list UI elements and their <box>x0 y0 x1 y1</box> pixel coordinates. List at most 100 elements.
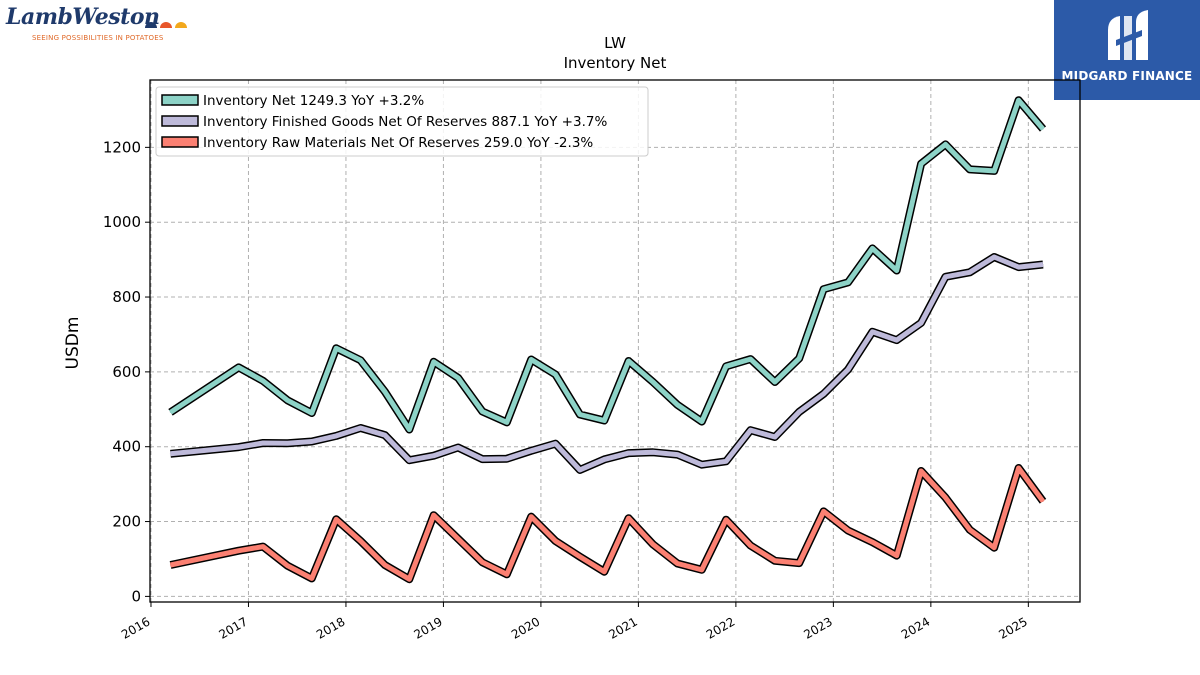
x-tick-label: 2023 <box>801 614 834 641</box>
data-point <box>554 443 557 445</box>
data-point <box>384 564 386 566</box>
data-point <box>506 421 508 423</box>
data-point <box>408 459 410 461</box>
x-tick-label: 2019 <box>411 614 444 641</box>
data-point <box>1042 500 1044 502</box>
data-point <box>359 359 362 361</box>
data-point <box>554 373 557 376</box>
data-point <box>603 571 605 573</box>
brand-tagline: SEEING POSSIBILITIES IN POTATOES <box>32 34 164 42</box>
x-tick-label: 2016 <box>119 614 152 641</box>
data-point <box>530 450 532 452</box>
data-point <box>676 404 678 406</box>
data-point <box>262 380 264 382</box>
brand-dots-icon <box>145 22 187 28</box>
data-point <box>169 453 172 455</box>
chart-title: LW <box>604 34 626 52</box>
data-point <box>335 435 337 437</box>
data-point <box>701 464 703 466</box>
y-tick-label: 400 <box>112 438 141 456</box>
data-point <box>530 516 532 518</box>
data-point <box>384 434 386 436</box>
data-point <box>676 453 678 456</box>
data-point <box>286 442 289 444</box>
data-point <box>823 510 825 513</box>
data-point <box>871 247 873 249</box>
data-point <box>871 331 873 333</box>
data-point <box>481 561 484 563</box>
lambweston-logo: LambWeston SEEING POSSIBILITIES IN POTAT… <box>6 4 196 46</box>
chart-subtitle: Inventory Net <box>564 54 667 72</box>
midgard-mark-icon <box>1108 10 1148 60</box>
data-point <box>311 412 313 414</box>
data-point <box>774 436 776 438</box>
data-point <box>725 460 727 462</box>
data-point <box>433 361 435 363</box>
data-point <box>969 529 971 531</box>
y-tick-label: 1200 <box>103 138 141 156</box>
series-line <box>169 465 1046 582</box>
data-point <box>749 544 752 547</box>
x-tick-label: 2018 <box>314 614 347 641</box>
data-point <box>823 393 825 395</box>
data-point <box>871 541 873 543</box>
data-point <box>408 428 410 431</box>
data-point <box>944 497 947 499</box>
y-tick-label: 800 <box>112 288 141 306</box>
data-point <box>847 369 849 371</box>
data-point <box>579 556 581 558</box>
data-point <box>725 365 727 367</box>
data-point <box>847 281 849 284</box>
legend-box <box>155 86 649 157</box>
data-point <box>628 360 630 362</box>
data-point <box>238 550 240 552</box>
data-point <box>554 540 557 542</box>
x-tick-label: 2022 <box>704 614 737 641</box>
data-point <box>993 256 995 258</box>
x-tick-label: 2025 <box>996 614 1029 641</box>
legend-swatch <box>161 136 199 148</box>
data-point <box>798 562 800 564</box>
data-point <box>433 514 435 516</box>
data-point <box>506 573 508 575</box>
legend-swatch <box>161 115 199 127</box>
data-point <box>262 546 264 548</box>
midgard-finance-logo: MIDGARD FINANCE <box>1054 0 1200 100</box>
data-point <box>993 170 995 172</box>
y-tick-label: 0 <box>131 587 141 605</box>
data-point <box>944 143 947 145</box>
x-tick-label: 2024 <box>899 614 932 641</box>
data-point <box>652 543 654 545</box>
legend: Inventory Net 1249.3 YoY +3.2% Inventory … <box>155 86 649 157</box>
data-point <box>286 565 289 567</box>
data-point <box>993 547 995 549</box>
data-point <box>1042 263 1044 266</box>
data-point <box>749 429 752 431</box>
data-point <box>774 560 776 562</box>
plot-frame <box>149 79 1081 603</box>
brand-dot-1 <box>145 22 157 28</box>
data-point <box>408 578 410 580</box>
brand-dot-2 <box>160 22 172 28</box>
data-point <box>1017 467 1020 469</box>
data-point <box>798 411 800 413</box>
data-point <box>1017 266 1020 268</box>
data-point <box>798 357 800 359</box>
data-point <box>652 451 654 453</box>
legend-label: Inventory Net 1249.3 YoY +3.2% <box>203 93 424 109</box>
legend-label: Inventory Finished Goods Net Of Reserves… <box>203 114 607 130</box>
legend-label: Inventory Raw Materials Net Of Reserves … <box>203 135 593 151</box>
data-point <box>920 163 922 165</box>
series-layer <box>168 96 1047 584</box>
data-point <box>676 562 678 565</box>
data-point <box>457 446 459 449</box>
series-line <box>170 254 1044 473</box>
data-point <box>238 366 240 368</box>
data-point <box>506 458 508 460</box>
data-point <box>481 410 484 413</box>
data-point <box>944 276 947 278</box>
data-point <box>457 538 459 540</box>
grid <box>150 80 1080 602</box>
y-axis-label: USDm <box>63 317 83 370</box>
